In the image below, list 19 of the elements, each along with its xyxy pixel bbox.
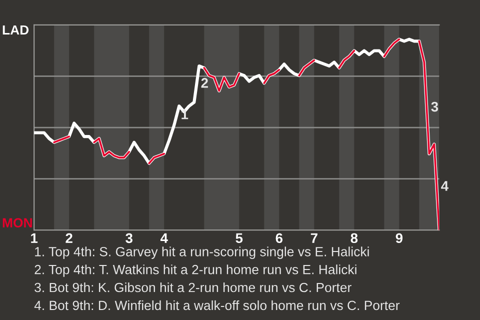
- x-tick-label: 8: [350, 233, 358, 244]
- text: 4. Bot 9th: D. Winfield hit a walk-off solo home run vs C. Porter: [34, 300, 400, 310]
- x-tick-label: 3: [126, 233, 132, 244]
- x-tick-label: 5: [236, 233, 243, 244]
- text: MON: [2, 218, 32, 228]
- annotation: 1: [182, 110, 188, 120]
- text: 2. Top 4th: T. Watkins hit a 2-run home run vs E. Halicki: [34, 264, 356, 277]
- x-tick-label: 1: [31, 233, 38, 243]
- x-tick-label: 2: [66, 233, 72, 243]
- text: 3. Bot 9th: K. Gibson hit a 2-run home run vs C. Porter: [34, 282, 352, 292]
- x-tick-label: 4: [160, 233, 168, 243]
- annotation: 3: [431, 102, 438, 112]
- annotation: 2: [201, 78, 208, 88]
- text: 4: [441, 181, 448, 191]
- x-tick-label: 6: [276, 233, 283, 244]
- text: LAD: [2, 25, 29, 35]
- x-tick-label: 9: [396, 233, 403, 244]
- text: 1. Top 4th: S. Garvey hit a run-scoring single vs E. Halicki: [35, 246, 369, 259]
- x-tick-label: 7: [310, 233, 318, 243]
